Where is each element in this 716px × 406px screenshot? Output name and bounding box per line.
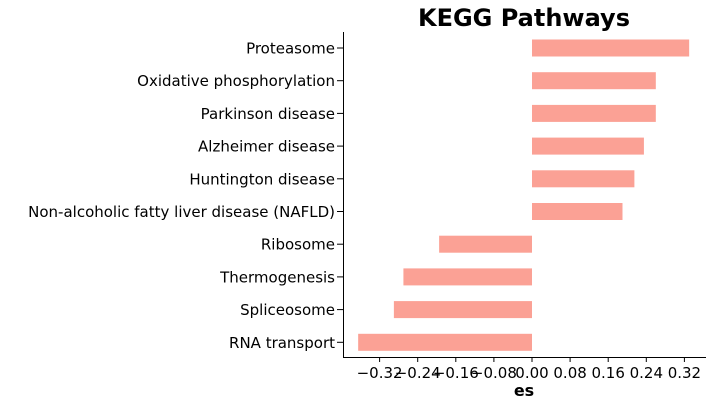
bar: [532, 170, 635, 188]
bar: [403, 268, 532, 286]
category-labels: Proteasome Oxidative phosphorylation Parki…: [28, 40, 343, 352]
category-label: Non-alcoholic fatty liver disease (NAFLD…: [28, 203, 335, 221]
x-axis-label: es: [514, 381, 534, 400]
category-label: RNA transport: [229, 334, 335, 352]
category-label: Huntington disease: [189, 170, 335, 188]
x-tick-label: −0.16: [433, 364, 479, 382]
bars-group: [358, 39, 690, 351]
x-tick-label: 0.16: [591, 364, 624, 382]
category-label: Spliceosome: [240, 301, 335, 319]
x-tick-label: 0.08: [553, 364, 586, 382]
x-tick-label: −0.32: [357, 364, 403, 382]
category-label: Proteasome: [246, 40, 335, 58]
chart-title: KEGG Pathways: [418, 4, 630, 32]
category-label: Parkinson disease: [201, 105, 335, 123]
bar: [532, 39, 690, 57]
x-tick-label: 0.32: [668, 364, 701, 382]
x-tick-label: −0.08: [471, 364, 517, 382]
category-label: Alzheimer disease: [198, 138, 335, 156]
x-axis-ticks: −0.32−0.24−0.16−0.080.00 0.08 0.16 0.24 0.32: [357, 357, 701, 382]
category-label: Thermogenesis: [219, 268, 335, 286]
bar: [358, 333, 532, 351]
bar: [532, 203, 623, 220]
category-label: Ribosome: [261, 236, 335, 254]
bar: [532, 72, 656, 90]
category-label: Oxidative phosphorylation: [137, 72, 335, 90]
bar: [532, 137, 644, 155]
bar: [393, 301, 532, 319]
x-tick-label: −0.24: [395, 364, 441, 382]
x-tick-label: 0.00: [515, 364, 548, 382]
bar: [439, 235, 532, 253]
x-tick-label: 0.24: [630, 364, 663, 382]
bar: [532, 104, 656, 122]
